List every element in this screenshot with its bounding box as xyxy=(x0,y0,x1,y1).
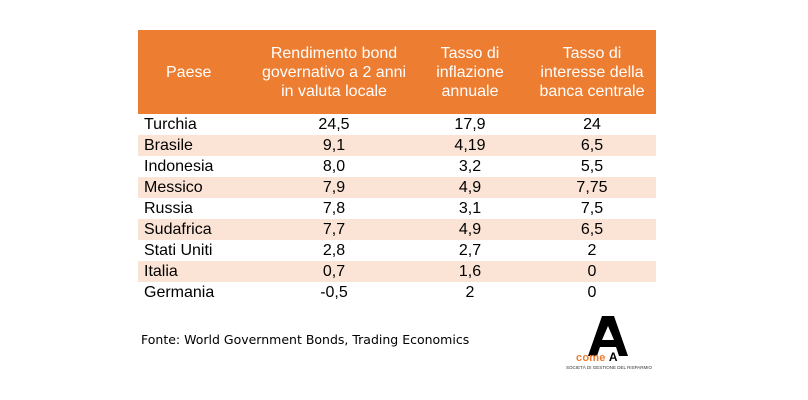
central-bank-rate-cell: 7,75 xyxy=(528,177,656,198)
country-cell: Stati Uniti xyxy=(144,242,213,259)
country-cell: Sudafrica xyxy=(138,219,256,240)
inflation-cell: 2,7 xyxy=(458,242,482,259)
logo-word-lower: come xyxy=(576,352,606,364)
bond-yield-cell: 7,7 xyxy=(256,219,412,240)
source-note: Fonte: World Government Bonds, Trading E… xyxy=(141,332,470,347)
central-bank-rate-cell: 5,5 xyxy=(580,158,604,175)
bond-yield-cell: 7,8 xyxy=(322,200,346,217)
central-bank-rate-cell: 6,5 xyxy=(528,219,656,240)
central-bank-rate-cell: 6,5 xyxy=(528,135,656,156)
country-cell: Turchia xyxy=(144,116,197,133)
bond-yield-cell: 0,7 xyxy=(256,261,412,282)
bond-yield-cell: 2,8 xyxy=(322,242,346,259)
header-row: Paese Rendimento bond governativo a 2 an… xyxy=(138,30,656,114)
logo-wordmark: come A xyxy=(576,350,618,364)
inflation-cell: 1,6 xyxy=(412,261,528,282)
central-bank-rate-cell: 7,5 xyxy=(580,200,604,217)
logo-tagline: SOCIETÀ DI GESTIONE DEL RISPARMIO xyxy=(565,365,652,370)
country-cell: Indonesia xyxy=(144,158,214,175)
company-logo: come A SOCIETÀ DI GESTIONE DEL RISPARMIO xyxy=(562,316,662,372)
header-central-bank-rate: Tasso di interesse della banca centrale xyxy=(528,30,656,114)
table-row: Germania -0,5 2 0 xyxy=(138,282,656,303)
central-bank-rate-cell: 24 xyxy=(583,116,601,133)
data-table: Paese Rendimento bond governativo a 2 an… xyxy=(138,30,656,303)
country-cell: Germania xyxy=(144,284,215,301)
header-bond-yield: Rendimento bond governativo a 2 anni in … xyxy=(256,30,412,114)
table-row: Brasile 9,1 4,19 6,5 xyxy=(138,135,656,156)
logo-word-cap: A xyxy=(608,350,618,364)
bond-yield-cell: -0,5 xyxy=(320,284,348,301)
table-row: Stati Uniti 2,8 2,7 2 xyxy=(138,240,656,261)
table-row: Sudafrica 7,7 4,9 6,5 xyxy=(138,219,656,240)
central-bank-rate-cell: 0 xyxy=(528,261,656,282)
central-bank-rate-cell: 2 xyxy=(587,242,597,259)
country-cell: Brasile xyxy=(138,135,256,156)
inflation-cell: 4,9 xyxy=(412,219,528,240)
inflation-cell: 2 xyxy=(465,284,475,301)
central-bank-rate-cell: 0 xyxy=(587,284,597,301)
inflation-cell: 17,9 xyxy=(454,116,486,133)
bond-yield-cell: 8,0 xyxy=(322,158,346,175)
country-cell: Messico xyxy=(138,177,256,198)
inflation-cell: 4,9 xyxy=(412,177,528,198)
table-body: Turchia 24,5 17,9 24 Brasile 9,1 4,19 6,5 Indone… xyxy=(138,114,656,303)
table-row: Indonesia 8,0 3,2 5,5 xyxy=(138,156,656,177)
inflation-cell: 3,1 xyxy=(458,200,482,217)
table-header: Paese Rendimento bond governativo a 2 an… xyxy=(138,30,656,114)
bond-yield-cell: 7,9 xyxy=(256,177,412,198)
country-cell: Italia xyxy=(138,261,256,282)
bond-yield-cell: 9,1 xyxy=(256,135,412,156)
inflation-cell: 3,2 xyxy=(458,158,482,175)
logo-a-icon xyxy=(588,316,628,356)
data-table-container: Paese Rendimento bond governativo a 2 an… xyxy=(138,30,656,303)
inflation-cell: 4,19 xyxy=(412,135,528,156)
bond-yield-cell: 24,5 xyxy=(318,116,350,133)
header-country: Paese xyxy=(138,30,256,114)
header-inflation: Tasso di inflazione annuale xyxy=(412,30,528,114)
table-row: Russia 7,8 3,1 7,5 xyxy=(138,198,656,219)
table-row: Italia 0,7 1,6 0 xyxy=(138,261,656,282)
country-cell: Russia xyxy=(144,200,193,217)
table-row: Turchia 24,5 17,9 24 xyxy=(138,114,656,135)
table-row: Messico 7,9 4,9 7,75 xyxy=(138,177,656,198)
